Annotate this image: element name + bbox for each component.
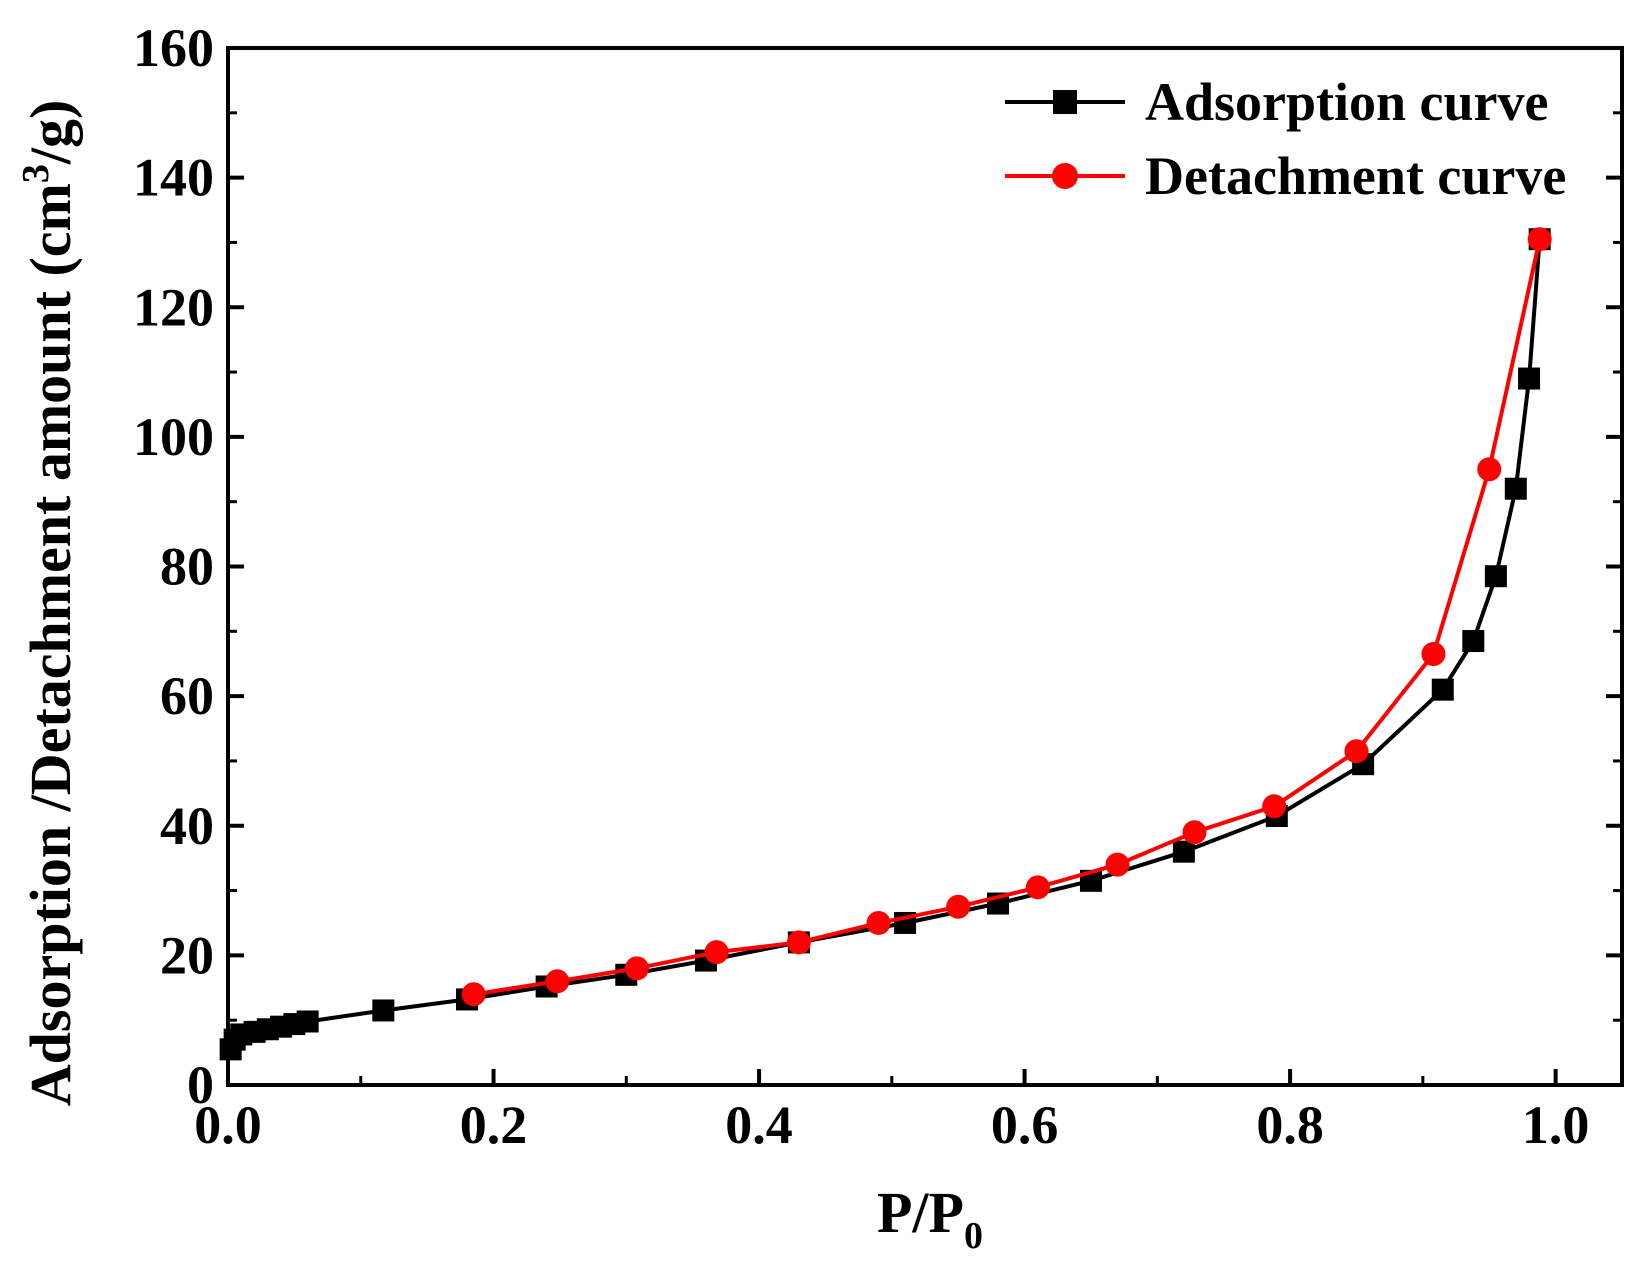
data-point-circle xyxy=(624,956,649,981)
y-tick-label: 20 xyxy=(160,925,214,985)
y-axis-title-tail: /g) xyxy=(18,100,83,165)
x-tick-label: 0.4 xyxy=(725,1095,793,1155)
y-axis-title: Adsorption /Detachment amount (cm3/g) xyxy=(15,100,83,1107)
data-point-circle xyxy=(1182,820,1207,845)
legend-item-detachment: Detachment curve xyxy=(1005,146,1566,206)
x-axis-title-main: P/P xyxy=(877,1180,964,1245)
data-point-circle xyxy=(545,969,570,994)
y-axis: 0 20 40 60 80 100 120 140 160 xyxy=(133,18,1622,1115)
series-layer xyxy=(219,227,1552,1061)
data-point-circle xyxy=(1477,457,1502,482)
data-point-circle xyxy=(1105,852,1130,877)
x-tick-label: 0.8 xyxy=(1256,1095,1324,1155)
legend-label-detachment: Detachment curve xyxy=(1145,146,1566,206)
x-axis-title: P/P0 xyxy=(877,1180,983,1257)
legend-marker-circle xyxy=(1052,163,1078,189)
data-point-square xyxy=(1504,477,1527,500)
y-tick-label: 140 xyxy=(133,148,214,208)
data-point-square xyxy=(1462,630,1485,653)
data-point-circle xyxy=(1344,739,1369,764)
x-tick-label: 0.2 xyxy=(460,1095,528,1155)
y-tick-label: 60 xyxy=(160,666,214,726)
y-tick-label: 120 xyxy=(133,277,214,337)
x-tick-label: 0.0 xyxy=(194,1095,262,1155)
y-tick-label: 160 xyxy=(133,18,214,78)
data-point-square xyxy=(296,1010,319,1033)
data-point-square xyxy=(372,999,395,1022)
x-tick-label: 0.6 xyxy=(991,1095,1059,1155)
y-tick-label: 0 xyxy=(187,1055,214,1115)
data-point-circle xyxy=(1025,875,1050,900)
legend-label-adsorption: Adsorption curve xyxy=(1145,72,1549,132)
legend-marker-square xyxy=(1053,90,1077,114)
data-point-circle xyxy=(461,982,486,1007)
data-point-square xyxy=(1172,840,1195,863)
x-axis-title-subscript: 0 xyxy=(964,1215,983,1257)
data-point-square xyxy=(1484,565,1507,588)
series-detachment xyxy=(461,227,1552,1007)
y-axis-title-superscript: 3 xyxy=(15,164,57,183)
x-axis: 0.0 0.2 0.4 0.6 0.8 1.0 xyxy=(194,1069,1589,1155)
series-adsorption xyxy=(219,228,1551,1061)
data-point-circle xyxy=(866,910,891,935)
data-point-circle xyxy=(1527,227,1552,252)
data-point-circle xyxy=(1262,794,1287,819)
series-line xyxy=(473,238,1542,997)
y-tick-label: 40 xyxy=(160,796,214,856)
x-tick-label: 1.0 xyxy=(1522,1095,1590,1155)
data-point-circle xyxy=(786,930,811,955)
data-point-circle xyxy=(704,940,729,965)
data-point-square xyxy=(1431,678,1454,701)
legend: Adsorption curve Detachment curve xyxy=(1005,72,1566,206)
legend-item-adsorption: Adsorption curve xyxy=(1005,72,1549,132)
data-point-circle xyxy=(1421,641,1446,666)
data-point-square xyxy=(1518,367,1541,390)
y-tick-label: 80 xyxy=(160,537,214,597)
y-tick-label: 100 xyxy=(133,407,214,467)
y-axis-title-main: Adsorption /Detachment amount (cm xyxy=(18,183,83,1106)
data-point-circle xyxy=(946,894,971,919)
